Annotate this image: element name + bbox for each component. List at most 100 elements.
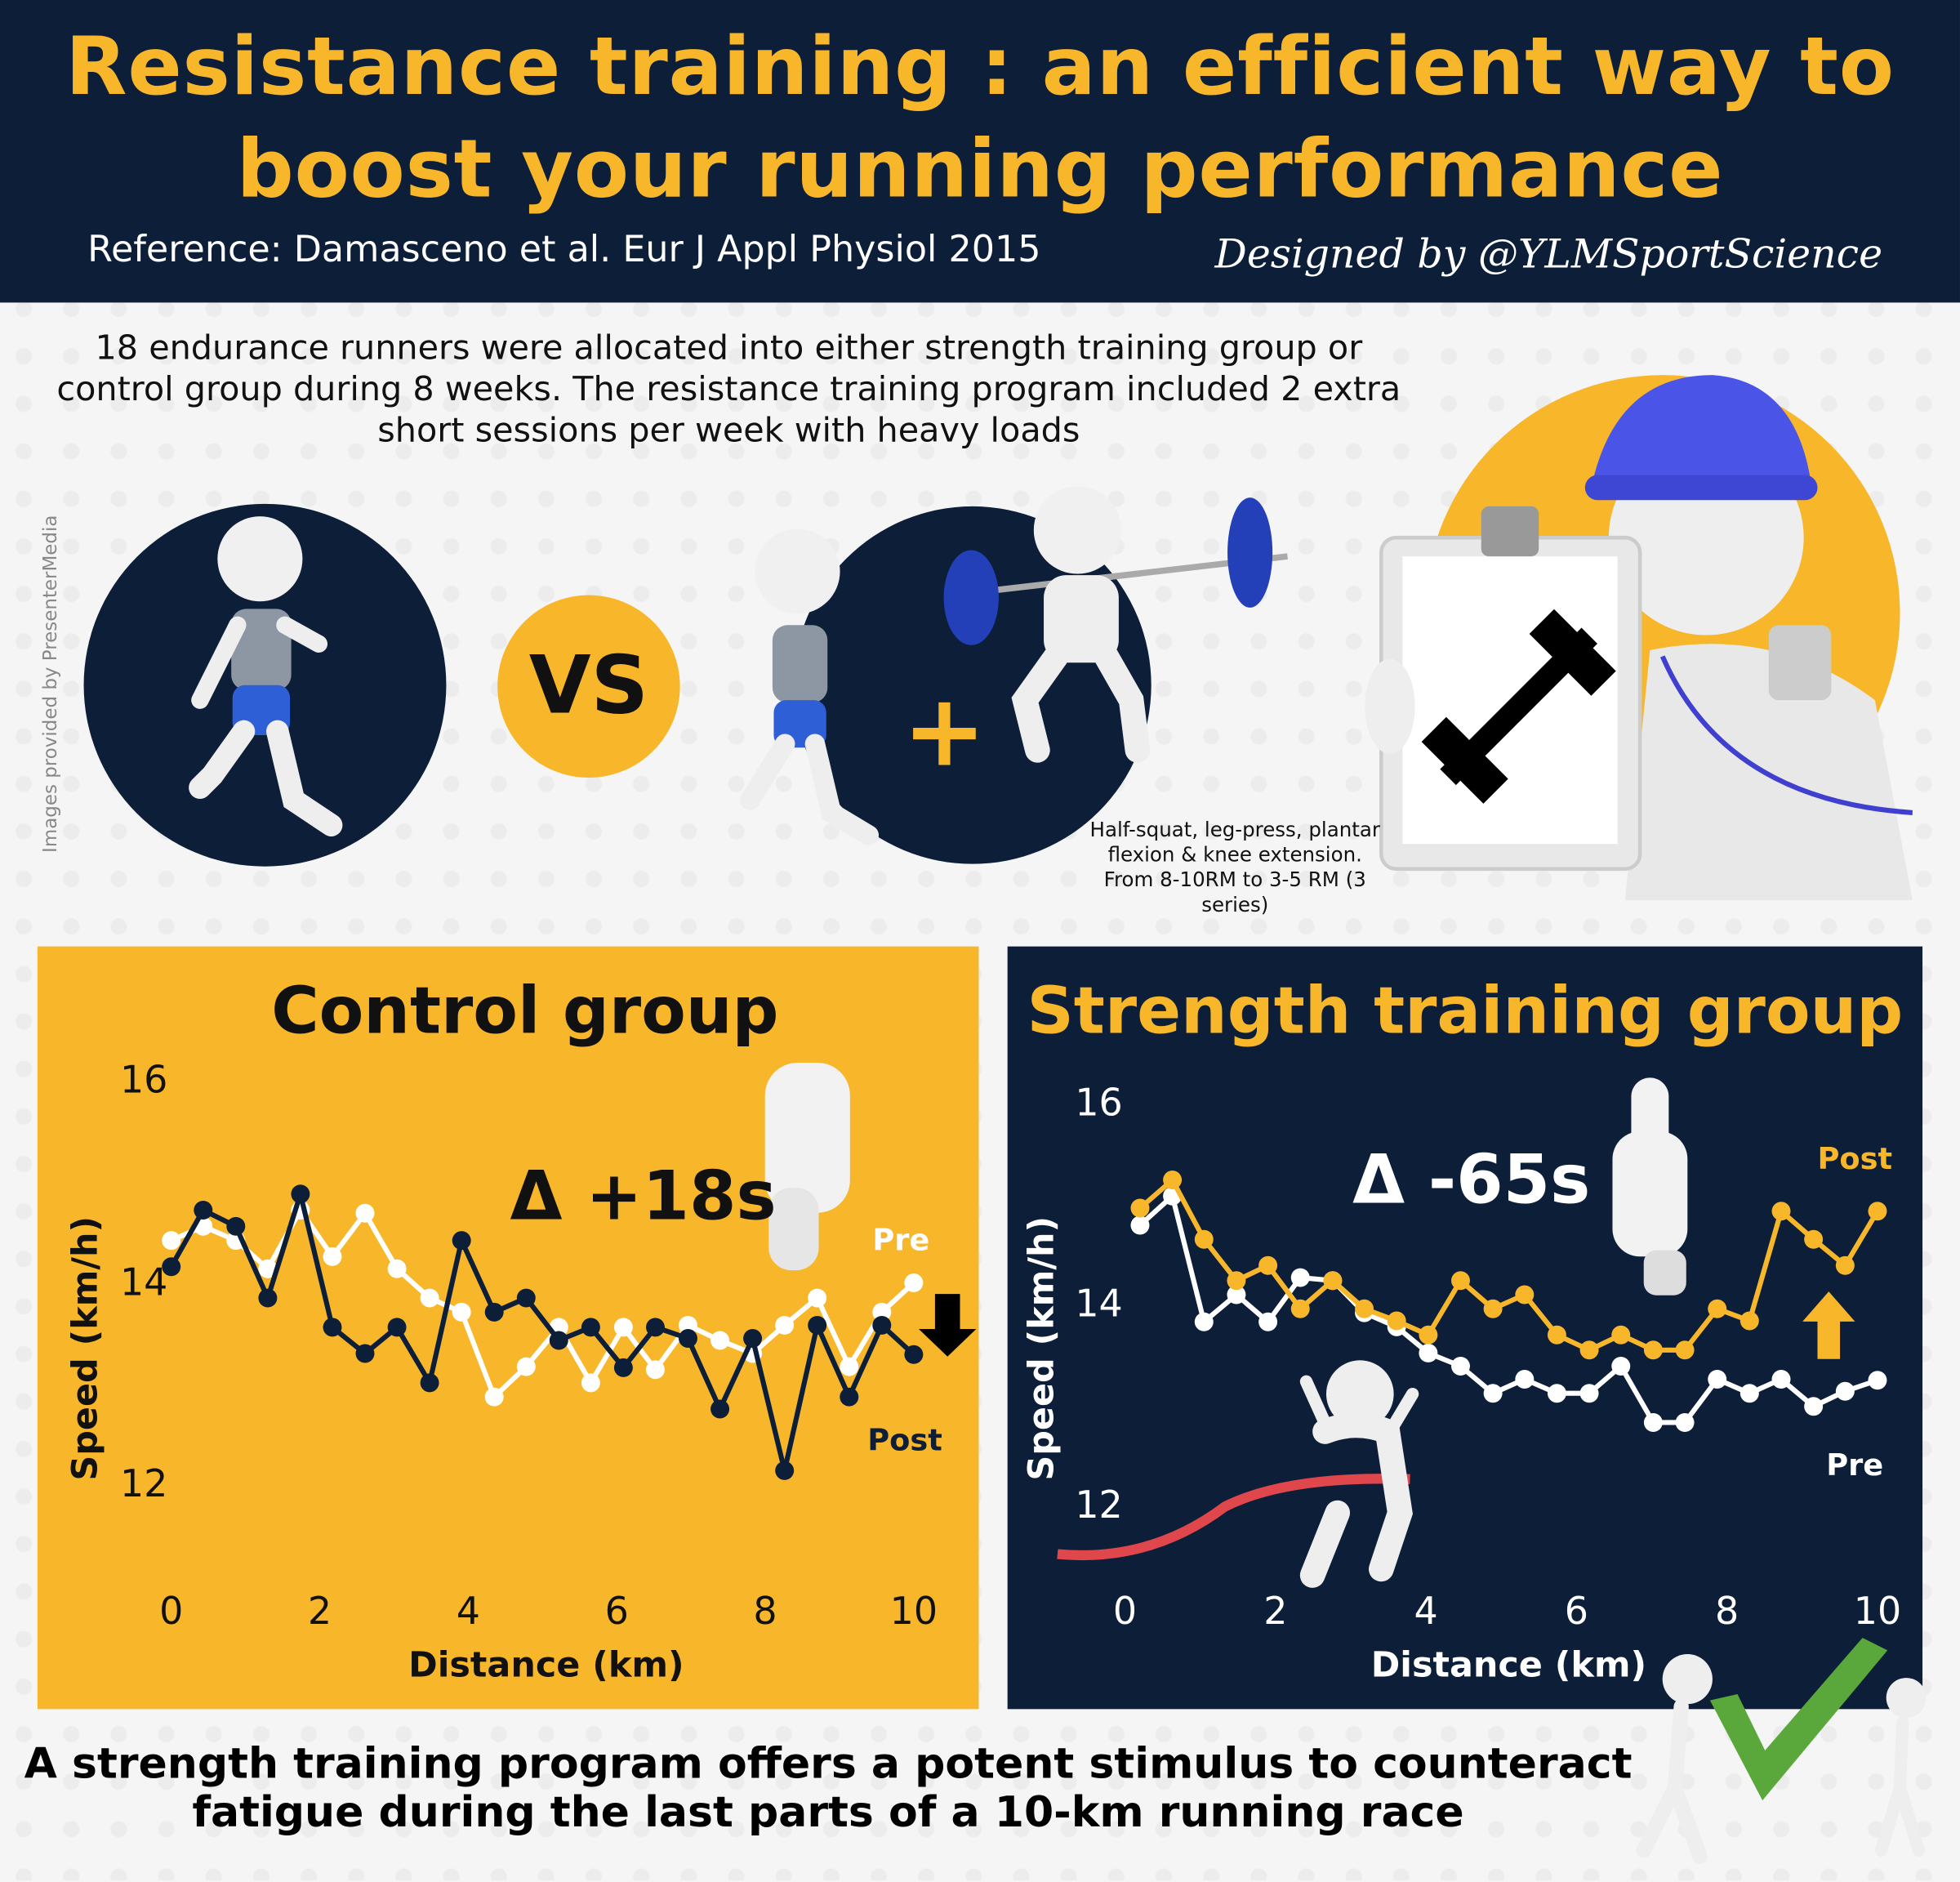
- thumbs-up-icon: [1612, 1077, 1688, 1296]
- point-pre: [904, 1273, 924, 1292]
- point-pre: [323, 1246, 342, 1266]
- point-pre: [1451, 1356, 1470, 1376]
- reference: Reference: Damasceno et al. Eur J Appl P…: [87, 227, 1041, 270]
- series-pre-1: [1130, 1186, 1887, 1432]
- delta-annotation: Δ +18s: [510, 1156, 777, 1236]
- point-pre: [516, 1357, 536, 1376]
- point-pre: [1483, 1384, 1503, 1403]
- designed-by: Designed by @YLMSportScience: [1214, 230, 1883, 278]
- y-axis-label: Speed (km/h): [64, 1215, 106, 1481]
- checkmark-figure: [1636, 1638, 1927, 1865]
- clipboard: [1365, 506, 1642, 872]
- point-pre: [1835, 1381, 1855, 1401]
- point-post: [775, 1461, 795, 1480]
- conclusion: A strength training program offers a pot…: [24, 1739, 1633, 1838]
- point-pre: [1643, 1412, 1663, 1432]
- point-post: [1258, 1255, 1278, 1275]
- point-post: [1675, 1340, 1695, 1360]
- delta-annotation: Δ -65s: [1352, 1139, 1591, 1220]
- point-post: [1387, 1311, 1406, 1331]
- header-banner: Resistance training : an efficient way t…: [0, 0, 1960, 303]
- point-pre: [1804, 1397, 1824, 1416]
- point-post: [1451, 1271, 1470, 1291]
- point-pre: [1227, 1285, 1246, 1304]
- series-post-1: [1130, 1171, 1887, 1360]
- dumbbell-icon: [1421, 609, 1616, 804]
- series-label-post: Post: [867, 1422, 942, 1458]
- point-post: [323, 1318, 342, 1337]
- point-post: [904, 1345, 924, 1364]
- series-label-pre: Pre: [1826, 1447, 1884, 1483]
- x-axis-label: Distance (km): [1370, 1643, 1647, 1686]
- x-tick: 6: [604, 1590, 629, 1634]
- point-pre: [1771, 1370, 1791, 1389]
- point-post: [1483, 1299, 1503, 1318]
- point-pre: [613, 1318, 633, 1337]
- point-pre: [1290, 1268, 1310, 1287]
- finish-line-figure: [1299, 1360, 1419, 1588]
- plus-sign: +: [902, 672, 987, 789]
- point-post: [258, 1288, 278, 1308]
- point-post: [710, 1399, 730, 1419]
- whistle-icon: [1768, 625, 1832, 701]
- x-tick: 4: [456, 1590, 480, 1634]
- point-pre: [1675, 1412, 1695, 1432]
- strength-group-panel: Strength training group: [1007, 946, 1923, 1710]
- point-pre: [1611, 1356, 1631, 1376]
- line-pre: [1138, 1191, 1878, 1425]
- point-post: [162, 1257, 181, 1277]
- point-pre: [355, 1203, 375, 1223]
- line-post: [169, 1184, 915, 1472]
- series-label-pre: Pre: [872, 1222, 930, 1258]
- point-post: [1868, 1202, 1887, 1221]
- runner-figure-2: [740, 528, 880, 845]
- point-post: [1419, 1325, 1438, 1345]
- title-line-1: Resistance training : an efficient way t…: [65, 21, 1895, 114]
- point-post: [678, 1329, 697, 1348]
- point-pre: [775, 1315, 795, 1335]
- x-tick: 2: [307, 1590, 332, 1634]
- point-pre: [1579, 1384, 1599, 1403]
- point-pre: [1708, 1370, 1727, 1389]
- point-post: [808, 1315, 827, 1335]
- point-post: [516, 1288, 536, 1308]
- x-tick: 8: [1715, 1590, 1740, 1634]
- point-pre: [162, 1231, 181, 1251]
- point-post: [1323, 1271, 1343, 1291]
- point-post: [1740, 1311, 1759, 1331]
- runner-figure: [189, 516, 343, 836]
- point-pre: [1258, 1312, 1278, 1331]
- strength-title: Strength training group: [1027, 974, 1904, 1050]
- point-post: [1771, 1202, 1791, 1221]
- point-post: [194, 1201, 213, 1220]
- x-tick: 2: [1263, 1590, 1288, 1634]
- point-pre: [484, 1387, 504, 1407]
- point-post: [1227, 1271, 1246, 1291]
- coach-figure: [1584, 375, 1913, 901]
- point-post: [1804, 1229, 1824, 1249]
- point-pre: [840, 1357, 859, 1376]
- point-pre: [1868, 1371, 1887, 1390]
- point-post: [1130, 1198, 1150, 1218]
- x-tick: 4: [1414, 1590, 1438, 1634]
- point-post: [387, 1318, 407, 1337]
- point-post: [1194, 1229, 1214, 1249]
- point-pre: [678, 1315, 697, 1335]
- x-tick: 10: [1853, 1590, 1902, 1634]
- point-post: [355, 1344, 375, 1363]
- point-post: [1643, 1340, 1663, 1360]
- point-pre: [872, 1302, 892, 1322]
- point-post: [1579, 1340, 1599, 1360]
- point-post: [581, 1318, 600, 1337]
- point-pre: [1419, 1343, 1438, 1362]
- point-pre: [710, 1331, 730, 1350]
- point-pre: [1194, 1312, 1214, 1331]
- point-pre: [581, 1373, 600, 1393]
- point-post: [1547, 1325, 1566, 1345]
- x-axis-label: Distance (km): [408, 1643, 684, 1686]
- arrow-down-icon: [918, 1294, 977, 1357]
- thumbs-down-icon: [764, 1063, 850, 1271]
- series-label-post: Post: [1817, 1141, 1893, 1177]
- point-pre: [420, 1288, 439, 1308]
